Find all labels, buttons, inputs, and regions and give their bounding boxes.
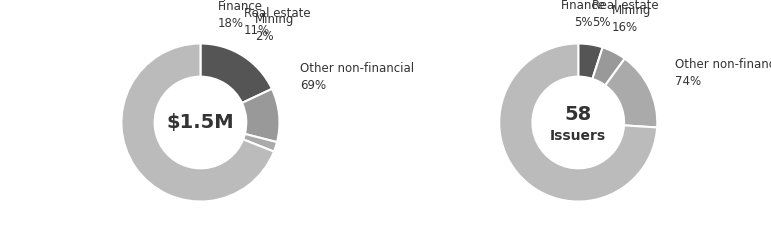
Wedge shape [592, 47, 625, 86]
Text: Finance
5%: Finance 5% [561, 0, 605, 28]
Text: Issuers: Issuers [550, 129, 606, 143]
Text: $1.5M: $1.5M [167, 113, 234, 132]
Wedge shape [121, 43, 274, 202]
Text: 58: 58 [564, 105, 592, 124]
Text: Other non-financial
69%: Other non-financial 69% [300, 62, 414, 92]
Text: Finance
18%: Finance 18% [217, 0, 262, 30]
Wedge shape [605, 59, 658, 127]
Wedge shape [200, 43, 272, 103]
Text: Real estate
11%: Real estate 11% [244, 8, 311, 37]
Text: Other non-financial
74%: Other non-financial 74% [675, 58, 771, 88]
Wedge shape [242, 89, 280, 142]
Wedge shape [499, 43, 657, 202]
Text: Mining
16%: Mining 16% [612, 4, 651, 34]
Text: Mining
2%: Mining 2% [255, 13, 295, 43]
Wedge shape [578, 43, 603, 79]
Text: Real estate
5%: Real estate 5% [592, 0, 659, 29]
Wedge shape [243, 134, 277, 152]
